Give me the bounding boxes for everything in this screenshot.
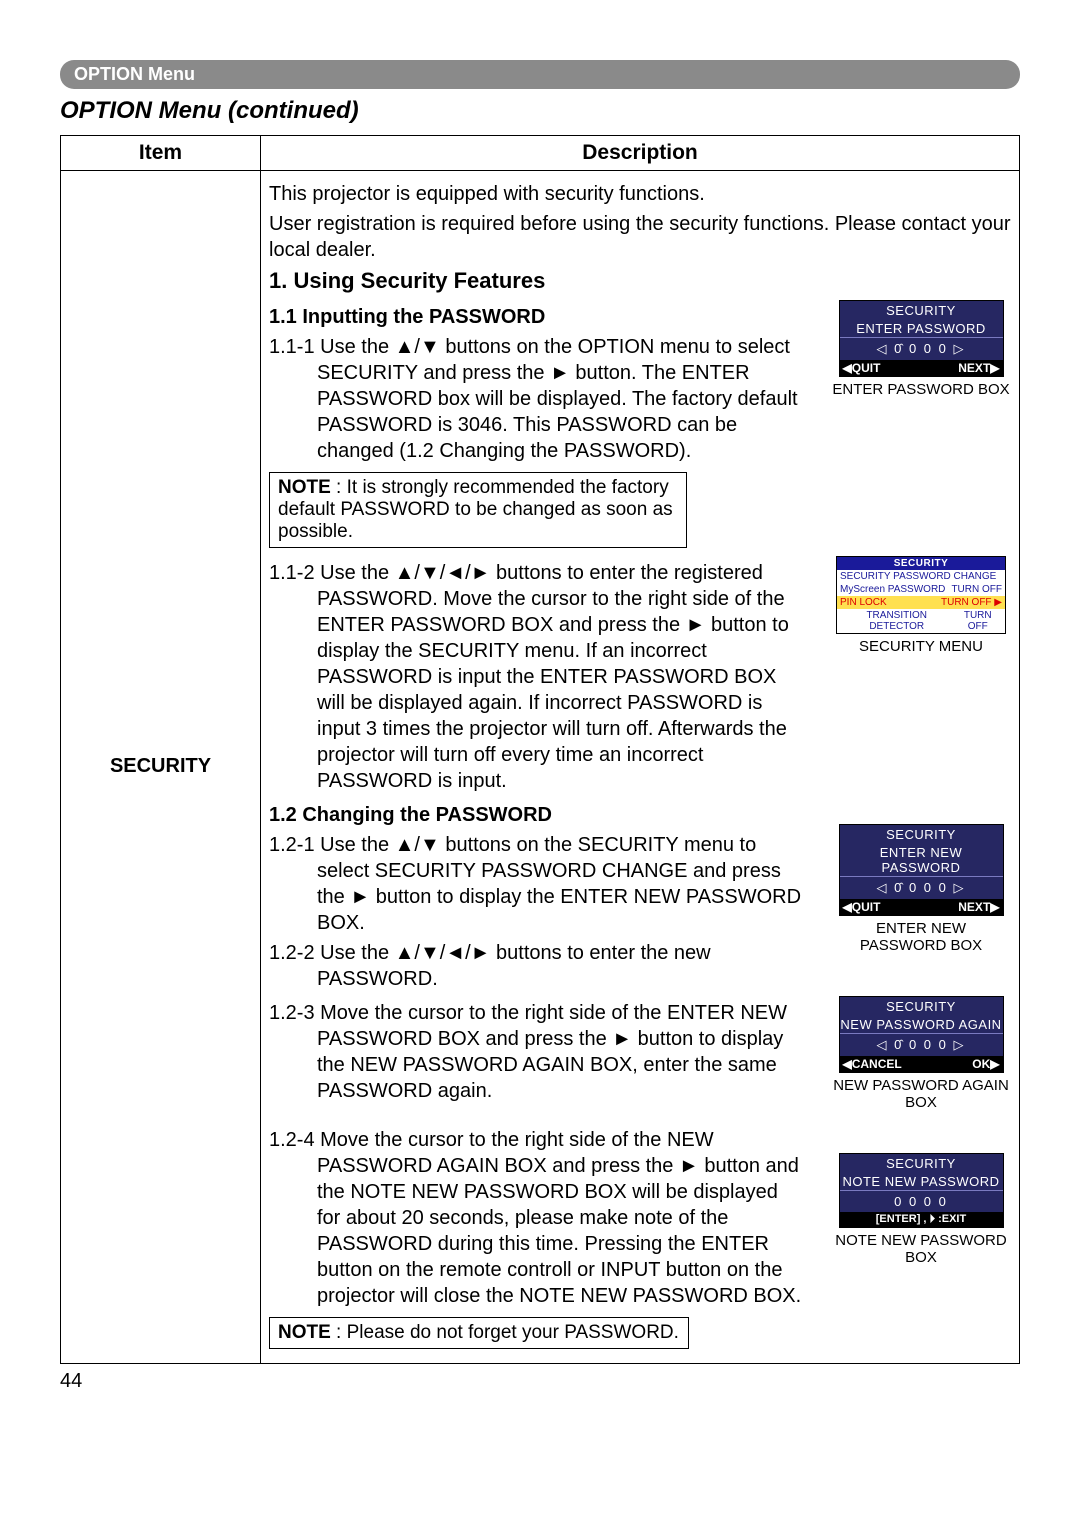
osd-new-password-again: SECURITY NEW PASSWORD AGAIN ◁ 0̂ 0 0 0 ▷… xyxy=(839,996,1004,1073)
osd1-title: SECURITY xyxy=(840,301,1003,320)
osd-note-new-password: SECURITY NOTE NEW PASSWORD 0 0 0 0 [ENTE… xyxy=(839,1153,1004,1228)
osd4-ok: OK▶ xyxy=(972,1057,999,1071)
step-1-2-3: 1.2-3 Move the cursor to the right side … xyxy=(269,1000,803,1104)
menu-row-4: TRANSITION DETECTORTURN OFF xyxy=(837,609,1005,633)
osd-security-menu: SECURITY SECURITY PASSWORD CHANGE MyScre… xyxy=(836,556,1006,634)
osd5-title: SECURITY xyxy=(840,1154,1003,1173)
figcap-security-menu: SECURITY MENU xyxy=(831,638,1011,655)
menu-row-2b: TURN OFF xyxy=(951,584,1002,595)
osd3-bar: ◀QUIT NEXT▶ xyxy=(840,899,1003,915)
osd4-title: SECURITY xyxy=(840,997,1003,1016)
menu-row-3a: PIN LOCK xyxy=(840,597,887,608)
page-subtitle: OPTION Menu (continued) xyxy=(60,97,1020,125)
menu-row-3b: TURN OFF ▶ xyxy=(941,597,1002,608)
menu-row-1a: SECURITY PASSWORD CHANGE xyxy=(840,571,996,582)
page-number: 44 xyxy=(60,1370,1020,1393)
heading-using-security: 1. Using Security Features xyxy=(269,267,1011,296)
menu-row-4a: TRANSITION DETECTOR xyxy=(840,610,953,632)
figcap-new-password-again: NEW PASSWORD AGAIN BOX xyxy=(831,1077,1011,1111)
osd4-bar: ◀CANCEL OK▶ xyxy=(840,1056,1003,1072)
figcap-enter-new-password: ENTER NEW PASSWORD BOX xyxy=(831,920,1011,954)
osd3-next: NEXT▶ xyxy=(958,900,999,914)
step-1-2-1: 1.2-1 Use the ▲/▼ buttons on the SECURIT… xyxy=(269,832,803,936)
menu-row-2a: MyScreen PASSWORD xyxy=(840,584,945,595)
osd4-cancel: ◀CANCEL xyxy=(843,1057,902,1071)
section-header-text: OPTION Menu xyxy=(74,64,195,84)
note-body-1: : It is strongly recommended the factory… xyxy=(278,477,673,542)
step-1-1-2: 1.1-2 Use the ▲/▼/◄/► buttons to enter t… xyxy=(269,560,803,794)
osd1-quit: ◀QUIT xyxy=(843,361,881,375)
note-box-2: NOTE : Please do not forget your PASSWOR… xyxy=(269,1317,689,1349)
step-1-2-4: 1.2-4 Move the cursor to the right side … xyxy=(269,1127,803,1309)
osd3-subtitle: ENTER NEW PASSWORD xyxy=(840,844,1003,877)
osd1-bar: ◀QUIT NEXT▶ xyxy=(840,360,1003,376)
column-header-item: Item xyxy=(61,136,261,171)
osd1-digits: ◁ 0̂ 0 0 0 ▷ xyxy=(840,338,1003,360)
osd1-next: NEXT▶ xyxy=(958,361,999,375)
intro-line-1: This projector is equipped with security… xyxy=(269,181,1011,207)
figcap-enter-password: ENTER PASSWORD BOX xyxy=(831,381,1011,398)
osd3-title: SECURITY xyxy=(840,825,1003,844)
osd5-digits: 0 0 0 0 xyxy=(840,1191,1003,1212)
heading-inputting-password: 1.1 Inputting the PASSWORD xyxy=(269,304,803,330)
description-cell: This projector is equipped with security… xyxy=(261,171,1020,1364)
osd4-subtitle: NEW PASSWORD AGAIN xyxy=(840,1016,1003,1034)
column-header-description: Description xyxy=(261,136,1020,171)
step-1-2-2: 1.2-2 Use the ▲/▼/◄/► buttons to enter t… xyxy=(269,940,803,992)
menu-row-1: SECURITY PASSWORD CHANGE xyxy=(837,570,1005,583)
note-label-2: NOTE xyxy=(278,1322,331,1343)
item-cell-security: SECURITY xyxy=(61,171,261,1364)
heading-changing-password: 1.2 Changing the PASSWORD xyxy=(269,802,803,828)
step-1-1-1: 1.1-1 Use the ▲/▼ buttons on the OPTION … xyxy=(269,334,803,464)
menu-row-2: MyScreen PASSWORD TURN OFF xyxy=(837,583,1005,596)
osd3-digits: ◁ 0̂ 0 0 0 ▷ xyxy=(840,877,1003,899)
osd-enter-new-password: SECURITY ENTER NEW PASSWORD ◁ 0̂ 0 0 0 ▷… xyxy=(839,824,1004,916)
description-table: Item Description SECURITY This projector… xyxy=(60,135,1020,1364)
menu-row-4b: TURN OFF xyxy=(953,610,1002,632)
osd4-digits: ◁ 0̂ 0 0 0 ▷ xyxy=(840,1034,1003,1056)
osd-enter-password: SECURITY ENTER PASSWORD ◁ 0̂ 0 0 0 ▷ ◀QU… xyxy=(839,300,1004,377)
osd1-subtitle: ENTER PASSWORD xyxy=(840,320,1003,338)
osd5-exit: [ENTER] , ⏵ :EXIT xyxy=(876,1213,966,1226)
osd3-quit: ◀QUIT xyxy=(843,900,881,914)
intro-line-2: User registration is required before usi… xyxy=(269,211,1011,263)
osd5-subtitle: NOTE NEW PASSWORD xyxy=(840,1173,1003,1191)
menu-row-3-selected: PIN LOCK TURN OFF ▶ xyxy=(837,596,1005,609)
menu-header: SECURITY xyxy=(837,557,1005,570)
note-box-1: NOTE : It is strongly recommended the fa… xyxy=(269,472,687,548)
note-label-1: NOTE xyxy=(278,477,331,498)
section-header-pill: OPTION Menu xyxy=(60,60,1020,89)
manual-page: OPTION Menu OPTION Menu (continued) Item… xyxy=(0,0,1080,1433)
osd5-bar: [ENTER] , ⏵ :EXIT xyxy=(840,1212,1003,1227)
figcap-note-new-password: NOTE NEW PASSWORD BOX xyxy=(831,1232,1011,1266)
note-body-2: : Please do not forget your PASSWORD. xyxy=(331,1322,679,1343)
